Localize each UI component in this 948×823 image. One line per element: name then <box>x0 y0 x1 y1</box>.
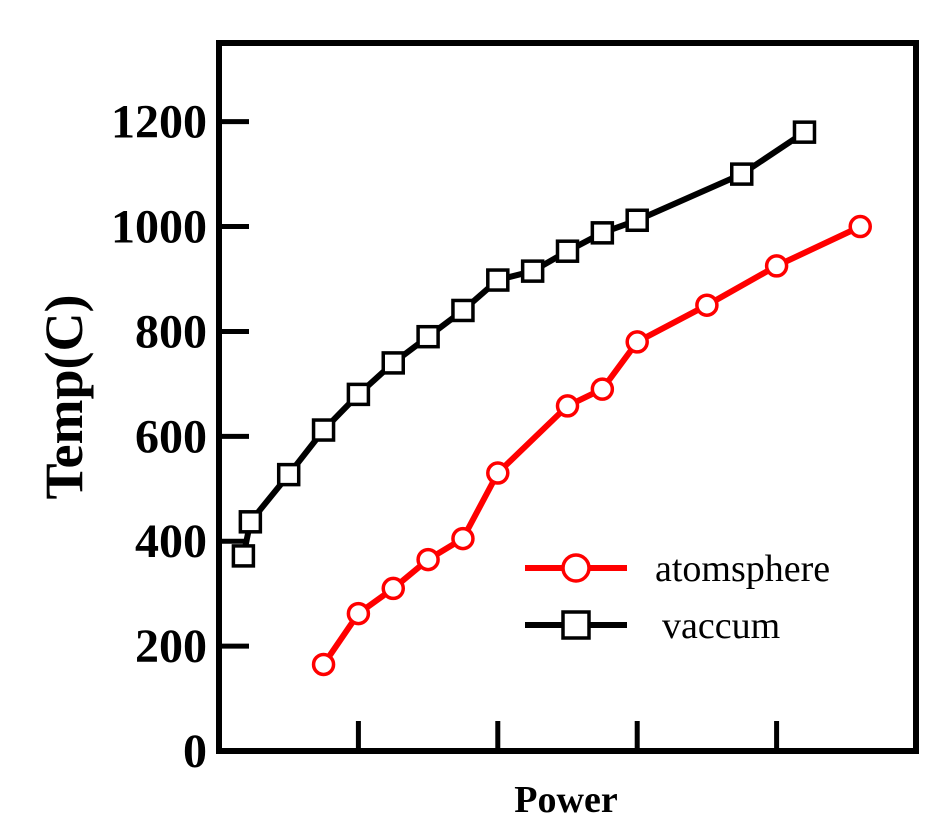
y-tick-label: 400 <box>135 515 207 568</box>
series-line-vaccum <box>240 129 807 557</box>
data-point-vaccum <box>276 462 301 487</box>
data-point-atomsphere <box>451 526 475 551</box>
data-point-vaccum <box>555 239 580 263</box>
legend: atomsphere vaccum <box>525 548 830 647</box>
data-point-vaccum <box>792 120 817 144</box>
data-point-vaccum <box>451 298 475 323</box>
series-layer <box>231 120 872 677</box>
series-line-atomsphere <box>321 223 862 667</box>
data-point-atomsphere <box>346 601 371 626</box>
x-axis-ticks <box>355 721 780 751</box>
legend-label: vaccum <box>662 605 780 647</box>
data-point-atomsphere <box>764 254 789 278</box>
data-point-atomsphere <box>625 330 649 354</box>
y-axis-title: Temp(C) <box>34 294 94 499</box>
y-tick-label: 600 <box>135 410 207 463</box>
data-point-atomsphere <box>590 377 615 401</box>
data-point-vaccum <box>381 351 405 375</box>
data-point-atomsphere <box>486 461 510 485</box>
data-point-atomsphere <box>311 652 336 677</box>
y-tick-label: 200 <box>135 620 207 673</box>
legend-marker <box>561 610 591 640</box>
data-point-atomsphere <box>695 293 719 317</box>
x-axis-title: Power <box>514 779 618 821</box>
y-tick-label: 1200 <box>111 96 207 149</box>
data-point-atomsphere <box>555 394 580 418</box>
data-point-vaccum <box>590 221 615 245</box>
plot-frame <box>216 40 919 754</box>
y-tick-label: 1000 <box>111 201 207 254</box>
legend-entry-atomsphere: atomsphere <box>525 548 830 590</box>
data-point-vaccum <box>625 208 649 233</box>
data-point-vaccum <box>346 382 371 407</box>
data-point-vaccum <box>416 324 440 349</box>
data-point-vaccum <box>231 544 256 568</box>
data-point-vaccum <box>520 259 545 283</box>
y-tick-label: 0 <box>183 725 207 778</box>
legend-label: atomsphere <box>655 548 830 590</box>
y-axis-ticks: 0 200 400 600 800 1000 1200 <box>111 96 249 778</box>
data-point-vaccum <box>238 510 263 534</box>
data-point-atomsphere <box>416 547 440 572</box>
data-point-atomsphere <box>381 576 405 601</box>
data-point-vaccum <box>486 268 510 292</box>
series-vaccum <box>231 120 817 568</box>
y-tick-label: 800 <box>135 305 207 358</box>
legend-entry-vaccum: vaccum <box>525 605 780 647</box>
data-point-vaccum <box>311 418 336 442</box>
data-point-atomsphere <box>848 214 872 239</box>
legend-marker <box>561 553 591 583</box>
data-point-vaccum <box>730 162 754 186</box>
series-atomsphere <box>311 214 872 677</box>
